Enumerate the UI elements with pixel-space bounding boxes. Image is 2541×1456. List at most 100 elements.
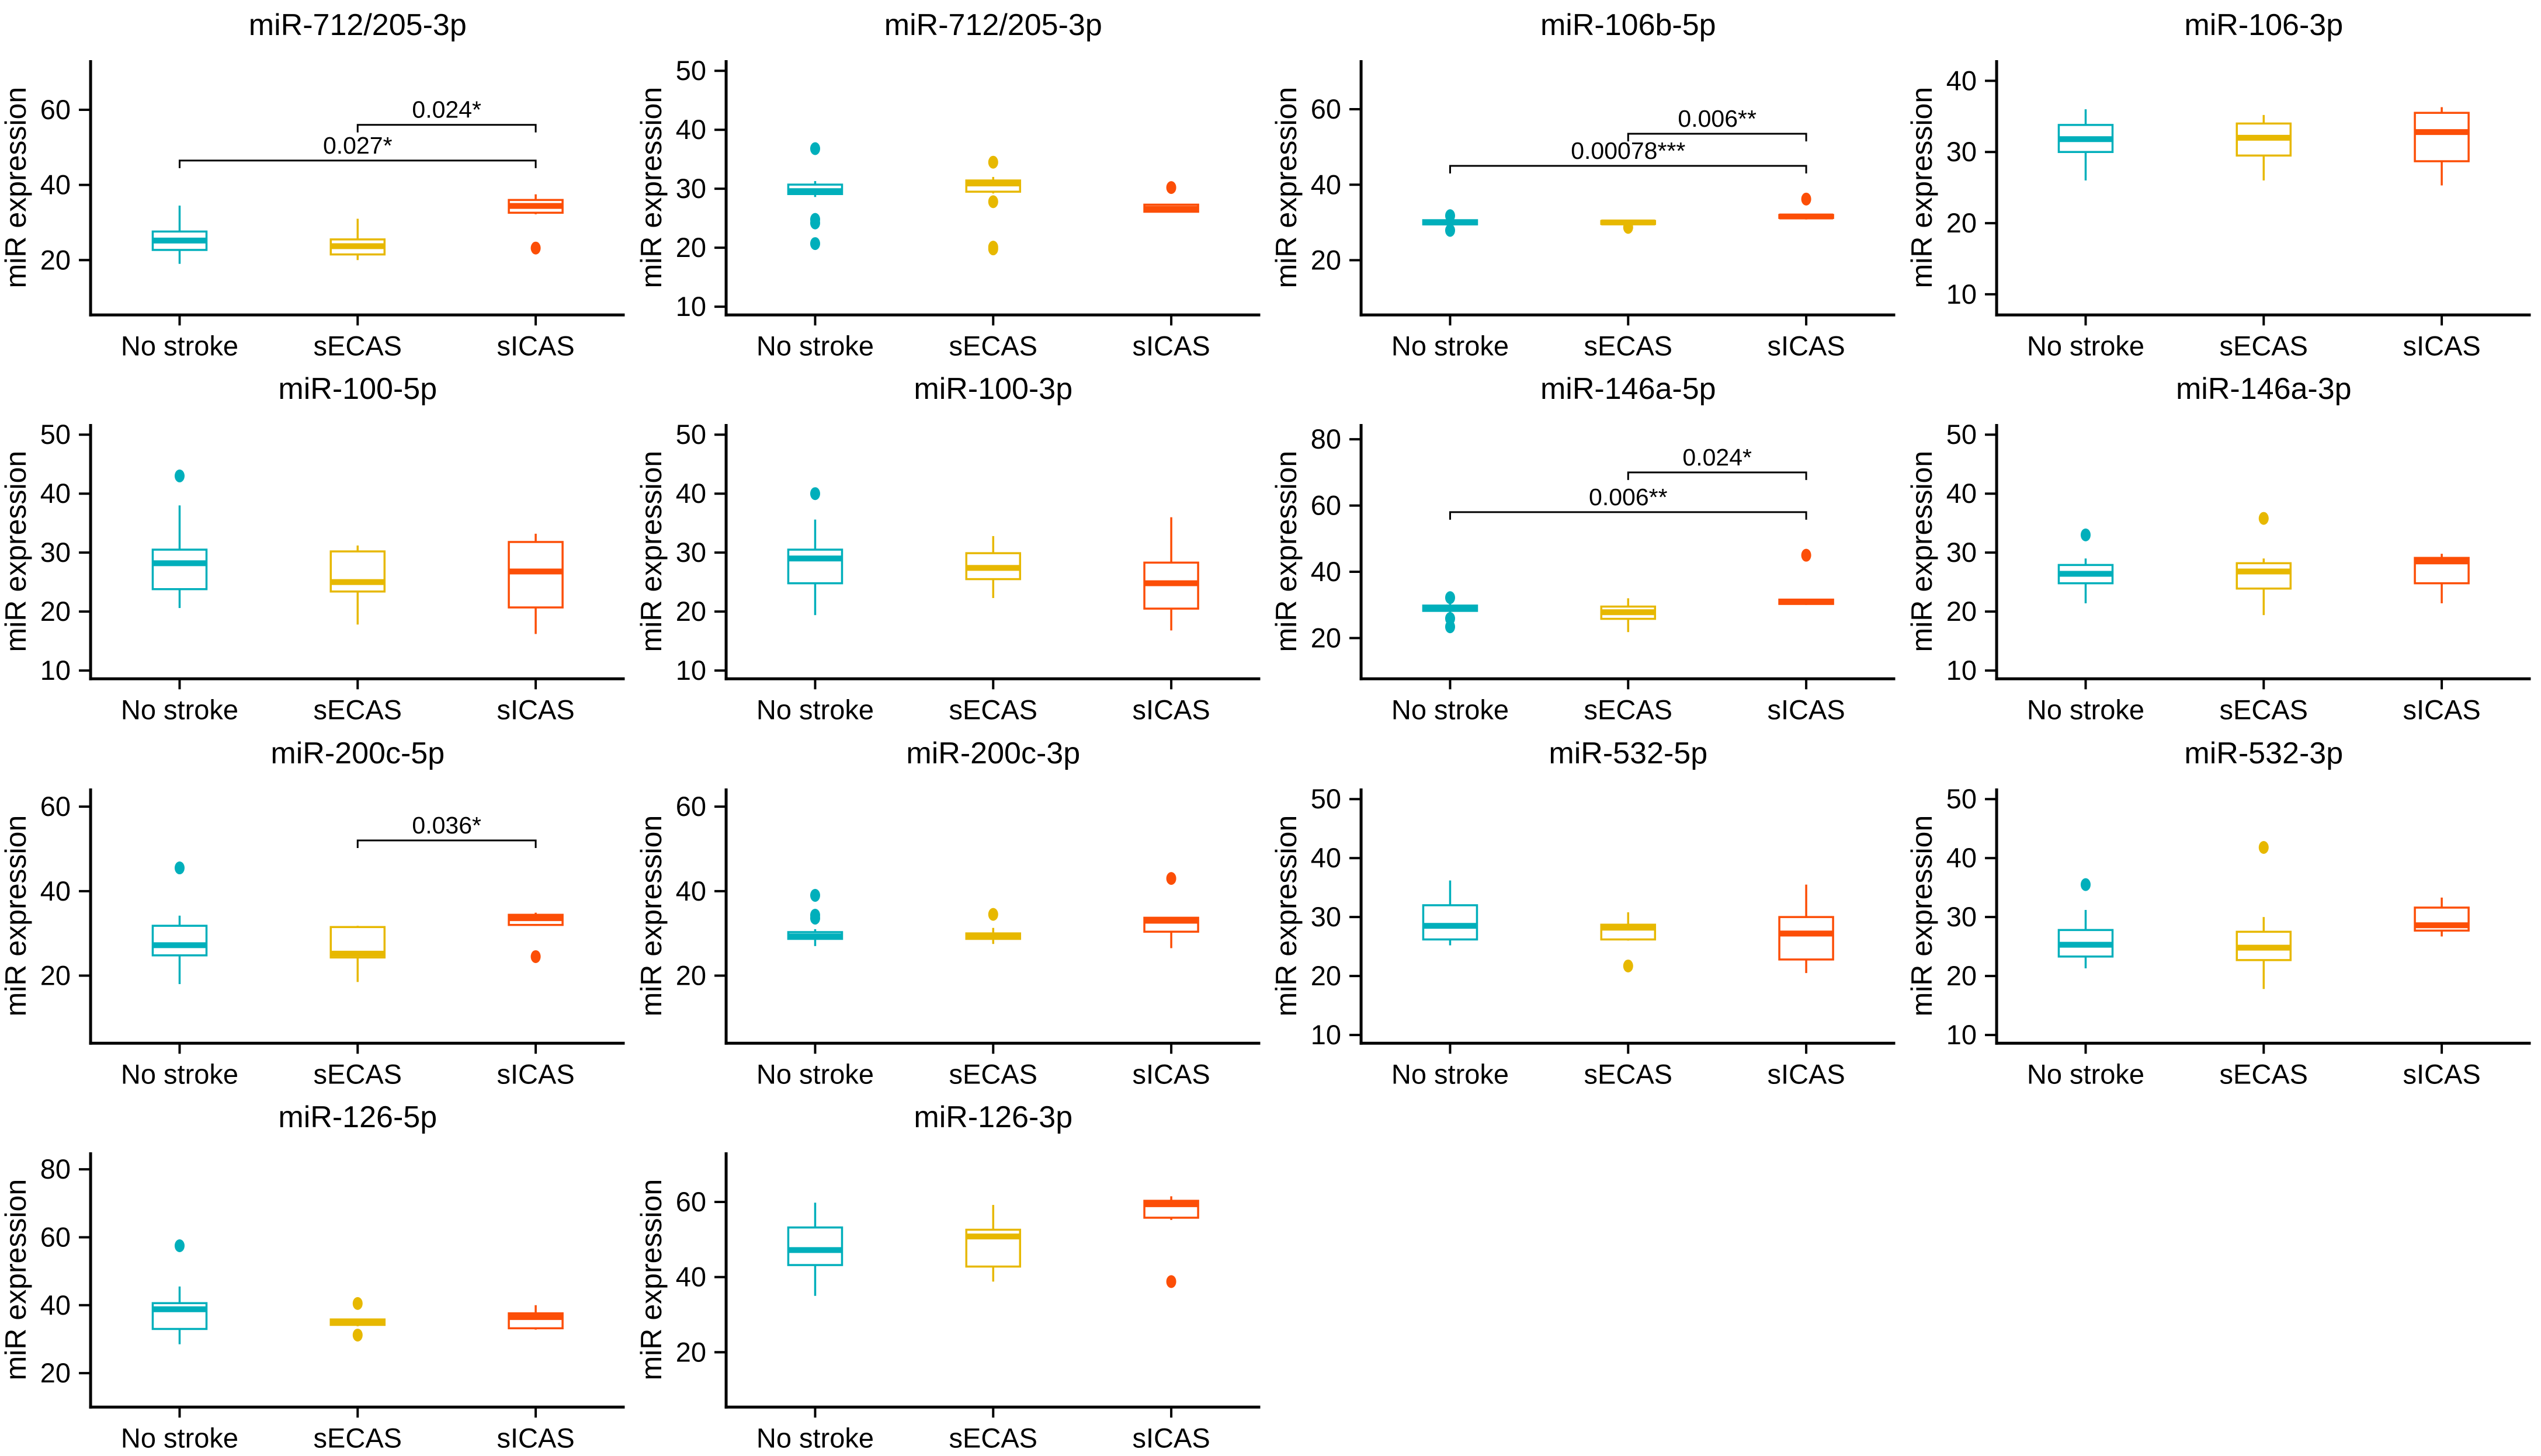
x-tick-label-sECAS: sECAS xyxy=(949,1422,1037,1453)
y-tick-label: 60 xyxy=(40,94,71,125)
y-tick-label: 60 xyxy=(1311,490,1341,521)
bracket-line xyxy=(1627,471,1807,481)
x-tick-label-sECAS: sECAS xyxy=(2219,1058,2308,1089)
y-tick-label: 40 xyxy=(1946,478,1976,509)
x-tick-label-No stroke: No stroke xyxy=(121,1058,238,1089)
y-tick-label: 40 xyxy=(675,1261,706,1292)
iqr-box xyxy=(787,1226,843,1266)
box-sICAS xyxy=(1778,192,1834,220)
box-No stroke xyxy=(787,142,843,251)
y-tick-label: 40 xyxy=(40,875,71,906)
y-axis-label: miR expression xyxy=(1270,451,1303,652)
x-tick-label-sICAS: sICAS xyxy=(2403,694,2480,725)
box-No stroke xyxy=(2057,529,2113,604)
y-axis-label: miR expression xyxy=(636,815,668,1016)
y-tick-label: 50 xyxy=(675,419,706,450)
x-tick-label-sICAS: sICAS xyxy=(2403,330,2480,361)
significance-label: 0.006** xyxy=(1678,105,1757,132)
axes: 10 20 30 40 50 No stroke sECAS sICAS xyxy=(675,55,1260,361)
x-tick-label-sICAS: sICAS xyxy=(1132,1058,1210,1089)
y-tick-label: 20 xyxy=(40,960,71,991)
outlier-point xyxy=(988,195,998,209)
axes: 10 20 30 40 No stroke sECAS sICAS xyxy=(1946,60,2530,361)
y-tick-label: 20 xyxy=(1946,207,1976,238)
outlier-point xyxy=(1623,959,1633,972)
y-tick-label: 40 xyxy=(1311,842,1341,873)
x-tick-label-sICAS: sICAS xyxy=(2403,1058,2480,1089)
outlier-point xyxy=(530,950,541,963)
panel-miR-712/205-3p-1: miR-712/205-3p miR expression 20 40 60 No str… xyxy=(0,0,636,364)
box-sICAS xyxy=(1143,871,1199,948)
y-tick-label: 20 xyxy=(1311,245,1341,276)
y-tick-label: 30 xyxy=(675,173,706,204)
y-tick-label: 40 xyxy=(40,1290,71,1321)
x-tick-label-No stroke: No stroke xyxy=(756,694,873,725)
y-axis-label: miR expression xyxy=(1270,815,1303,1016)
x-tick-label-No stroke: No stroke xyxy=(121,1422,238,1453)
x-tick-label-sICAS: sICAS xyxy=(497,330,574,361)
panel-title: miR-200c-3p xyxy=(906,736,1080,770)
box-sECAS xyxy=(965,908,1021,944)
outlier-point xyxy=(1445,209,1455,223)
y-tick-label: 40 xyxy=(40,478,71,509)
panel-title: miR-712/205-3p xyxy=(249,8,467,42)
box-sICAS xyxy=(508,912,564,963)
outlier-point xyxy=(530,241,541,255)
x-tick-label-sICAS: sICAS xyxy=(1767,330,1845,361)
y-tick-label: 20 xyxy=(40,596,71,627)
box-No stroke xyxy=(1422,209,1478,237)
significance-bracket: 0.036* xyxy=(356,812,537,848)
y-tick-label: 60 xyxy=(675,791,706,822)
panel-title: miR-146a-5p xyxy=(1540,372,1716,406)
panel-miR-532-3p-12: miR-532-3p miR expression 10 20 30 40 50 No str… xyxy=(1906,728,2541,1092)
outlier-point xyxy=(1445,591,1455,604)
panel-miR-712/205-3p-2: miR-712/205-3p miR expression 10 20 30 40 50 No… xyxy=(636,0,1271,364)
iqr-box xyxy=(2235,562,2292,590)
panel-miR-106b-5p-3: miR-106b-5p miR expression 20 40 60 No stroke… xyxy=(1270,0,1906,364)
y-axis-label: miR expression xyxy=(636,1179,668,1381)
boxplot-miR-712/205-3p: miR-712/205-3p miR expression 20 40 60 No str… xyxy=(0,8,625,361)
x-tick-label-sECAS: sECAS xyxy=(314,1422,402,1453)
bracket-line xyxy=(178,159,537,168)
box-sICAS xyxy=(1143,517,1199,631)
significance-label: 0.036* xyxy=(412,812,481,839)
bracket-line xyxy=(356,124,537,133)
y-tick-label: 20 xyxy=(675,232,706,263)
outlier-point xyxy=(1166,1275,1176,1288)
y-tick-label: 50 xyxy=(40,419,71,450)
outlier-point xyxy=(810,237,820,251)
outlier-point xyxy=(810,911,820,925)
significance-label: 0.024* xyxy=(1682,444,1752,471)
outlier-point xyxy=(2258,840,2269,854)
y-tick-label: 50 xyxy=(1311,783,1341,814)
panel-miR-146a-3p-8: miR-146a-3p miR expression 10 20 30 40 50 No st… xyxy=(1906,364,2541,728)
outlier-point xyxy=(988,155,998,169)
y-tick-label: 20 xyxy=(40,244,71,275)
significance-bracket: 0.027* xyxy=(178,132,537,168)
x-tick-label-sICAS: sICAS xyxy=(1767,1058,1845,1089)
outlier-point xyxy=(174,861,185,874)
x-tick-label-No stroke: No stroke xyxy=(1391,330,1509,361)
outlier-point xyxy=(1445,224,1455,237)
y-tick-label: 50 xyxy=(1946,783,1976,814)
y-tick-label: 30 xyxy=(1311,901,1341,932)
outlier-point xyxy=(2258,512,2269,525)
outlier-point xyxy=(988,908,998,921)
outlier-point xyxy=(1445,620,1455,634)
y-tick-label: 20 xyxy=(1946,960,1976,991)
box-No stroke xyxy=(151,470,208,609)
x-tick-label-sECAS: sECAS xyxy=(949,1058,1037,1089)
x-tick-label-No stroke: No stroke xyxy=(2026,1058,2144,1089)
outlier-point xyxy=(352,1328,363,1342)
x-tick-label-No stroke: No stroke xyxy=(1391,694,1509,725)
boxplot-miR-106-3p: miR-106-3p miR expression 10 20 30 40 No strok… xyxy=(1906,8,2530,361)
panel-miR-106-3p-4: miR-106-3p miR expression 10 20 30 40 No strok… xyxy=(1906,0,2541,364)
axes: 10 20 30 40 50 No stroke sECAS sICAS xyxy=(40,419,625,725)
outlier-point xyxy=(1801,192,1811,206)
panel-miR-100-3p-6: miR-100-3p miR expression 10 20 30 40 50 No str… xyxy=(636,364,1271,728)
panel-title: miR-532-5p xyxy=(1549,736,1707,770)
y-tick-label: 40 xyxy=(675,478,706,509)
significance-label: 0.006** xyxy=(1589,484,1668,510)
panel-miR-532-5p-11: miR-532-5p miR expression 10 20 30 40 50 No str… xyxy=(1270,728,1906,1092)
